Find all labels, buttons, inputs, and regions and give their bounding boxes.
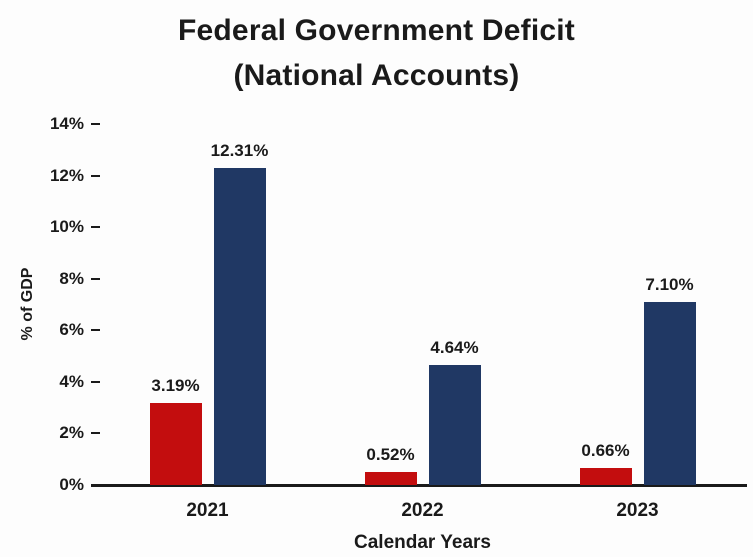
bar-2023-navy	[643, 302, 696, 485]
bar-2023-red	[579, 468, 632, 485]
x-tick-label: 2022	[401, 500, 444, 521]
x-axis-title: Calendar Years	[354, 532, 491, 553]
chart-title-block: Federal Government Deficit (National Acc…	[0, 8, 753, 98]
bar-2022-red	[364, 472, 417, 485]
y-tick-label: 6%	[59, 320, 84, 340]
y-tick-mark	[91, 226, 100, 229]
y-tick-label: 0%	[59, 475, 84, 494]
bar-label-2021-navy: 12.31%	[210, 141, 269, 160]
y-tick-label: 8%	[59, 268, 84, 288]
bar-label-2021-red: 3.19%	[151, 376, 200, 395]
plot-area: 3.19% 12.31% 0.52% 4.64% 0.66% 7.10%	[91, 124, 747, 487]
bar-2021-navy	[213, 168, 266, 485]
y-tick-mark	[91, 123, 100, 125]
y-tick-mark	[91, 277, 100, 280]
chart-subtitle: (National Accounts)	[233, 59, 520, 92]
y-tick-mark	[91, 329, 100, 332]
bar-label-2022-navy: 4.64%	[430, 338, 479, 357]
chart-title: Federal Government Deficit	[178, 14, 575, 47]
y-tick-mark	[91, 432, 100, 435]
y-tick-label: 14%	[49, 114, 84, 133]
y-tick-label: 10%	[49, 217, 84, 237]
y-tick-label: 4%	[59, 371, 84, 391]
y-tick-label: 2%	[59, 423, 84, 443]
x-axis-line	[91, 484, 747, 487]
y-tick-mark	[91, 380, 100, 383]
bar-2021-red	[149, 403, 202, 485]
bar-label-2023-red: 0.66%	[581, 441, 630, 460]
bar-label-2022-red: 0.52%	[366, 445, 415, 464]
x-tick-label: 2021	[186, 500, 229, 521]
y-tick-mark	[91, 174, 100, 177]
bar-2022-navy	[428, 365, 481, 485]
bar-label-2023-navy: 7.10%	[645, 275, 694, 294]
y-tick-label: 12%	[49, 165, 84, 185]
x-tick-label: 2023	[616, 500, 659, 521]
